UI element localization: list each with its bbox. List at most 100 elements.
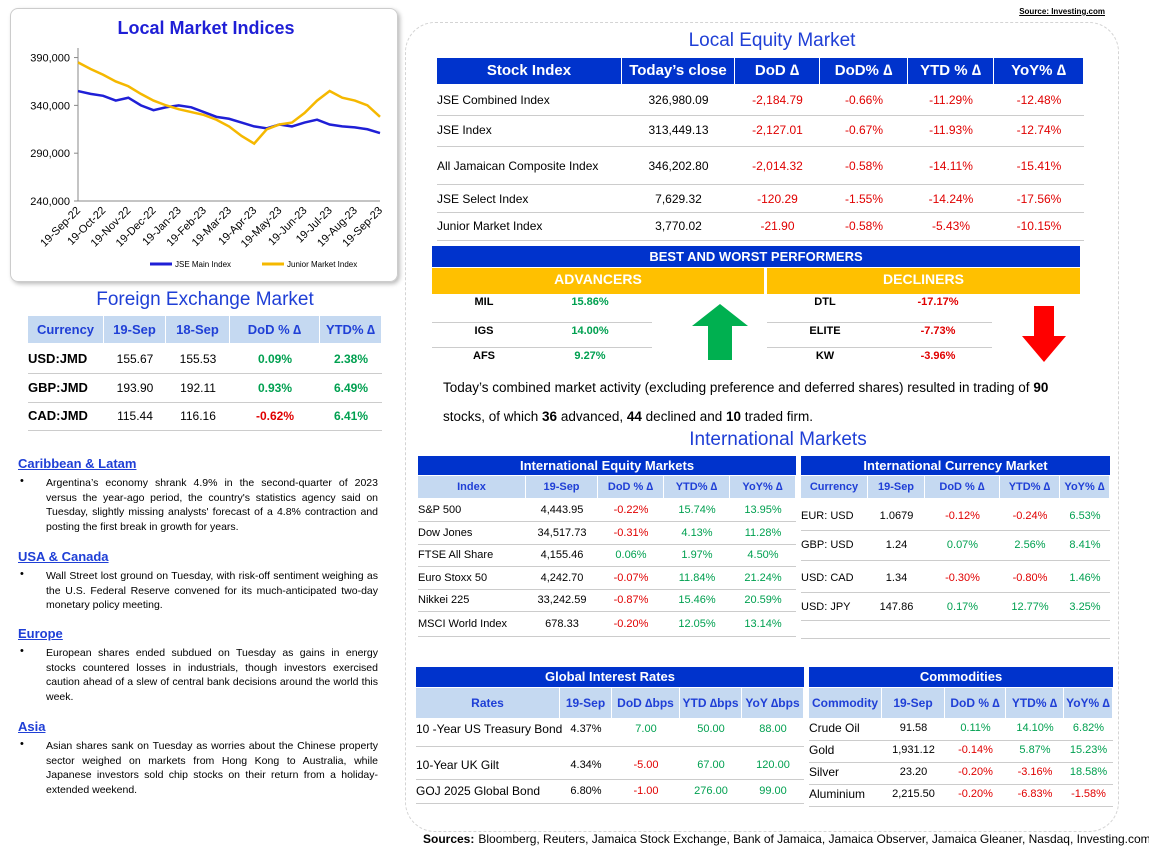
header-cell: DoD ∆bps [612, 688, 680, 718]
row-label: Silver [809, 765, 840, 779]
table-title: Global Interest Rates [416, 667, 804, 687]
section-title: Foreign Exchange Market [96, 289, 314, 310]
y-tick-label: 290,000 [30, 148, 70, 160]
cell: -0.31% [613, 527, 649, 539]
cell: 15.23% [1069, 744, 1108, 756]
row-line [801, 638, 1110, 639]
header-cell: Rates [416, 688, 560, 718]
y-tick-label: 390,000 [30, 53, 70, 65]
summary-text: Today’s combined market activity (exclud… [443, 380, 1034, 395]
cell: 4.34% [570, 759, 602, 771]
decliner-symbol: KW [815, 350, 835, 362]
chart-box [10, 8, 398, 282]
summary-count: 10 [726, 409, 742, 424]
news-text: Asian shares sank on Tuesday as worries … [46, 740, 378, 796]
news-text: Wall Street lost ground on Tuesday, with… [46, 570, 378, 611]
cell: -0.07% [613, 572, 649, 584]
cell: -0.80% [1012, 572, 1048, 584]
cell: -1.55% [844, 192, 884, 206]
row-label: GBP:JMD [28, 380, 88, 395]
header-cell: 19-Sep [104, 316, 166, 343]
cell: 2.56% [1014, 539, 1046, 551]
row-line [28, 373, 382, 374]
decliner-change: -3.96% [920, 350, 956, 362]
row-line [801, 530, 1110, 531]
header-cell: 18-Sep [166, 316, 230, 343]
cell: 13.95% [744, 504, 782, 516]
cell: 346,202.80 [648, 159, 709, 173]
header-cell: YTD % ∆ [908, 58, 994, 84]
row-line [437, 212, 1084, 213]
cell: 7,629.32 [655, 192, 702, 206]
legend-label: Junior Market Index [287, 260, 357, 269]
cell: 1.24 [885, 539, 908, 551]
cell: 23.20 [899, 766, 928, 778]
cell: 21.24% [744, 572, 782, 584]
cell: -10.15% [1016, 219, 1062, 233]
cell: 91.58 [899, 722, 928, 734]
cell: 8.41% [1069, 539, 1101, 551]
decliner-symbol: ELITE [809, 325, 841, 337]
decliners-label: DECLINERS [767, 268, 1080, 294]
news-heading: USA & Canada [18, 549, 109, 564]
cell: 18.58% [1069, 766, 1108, 778]
row-label: JSE Select Index [437, 192, 529, 206]
row-line [437, 146, 1084, 147]
section-title: Local Equity Market [688, 30, 856, 51]
table-title: International Equity Markets [418, 456, 796, 475]
cell: 7.00 [635, 723, 657, 735]
row-label: EUR: USD [801, 510, 854, 522]
header-cell: DoD % ∆ [945, 688, 1006, 718]
y-tick-label: 240,000 [30, 196, 70, 208]
cell: 155.53 [179, 352, 217, 366]
series-line [77, 89, 381, 135]
summary-count: 36 [542, 409, 558, 424]
row-line [416, 803, 804, 804]
cell: 678.33 [545, 618, 579, 630]
row-line [418, 566, 796, 567]
cell: -12.48% [1016, 93, 1062, 107]
cell: 33,242.59 [537, 594, 587, 606]
header-cell: Today’s close [622, 58, 735, 84]
advancer-symbol: IGS [474, 325, 494, 337]
header-cell: 19-Sep [560, 688, 612, 718]
cell: 0.93% [257, 381, 293, 395]
row-label: JSE Index [437, 123, 492, 137]
summary: Today’s combined market activity (exclud… [443, 373, 1083, 431]
row-line [418, 589, 796, 590]
footer-text: Bloomberg, Reuters, Jamaica Stock Exchan… [478, 832, 1149, 846]
series-line [77, 61, 381, 146]
advancer-symbol: MIL [474, 296, 494, 308]
cell: 193.90 [116, 381, 154, 395]
cell: 4.13% [681, 527, 713, 539]
header-cell: YoY% ∆ [1060, 476, 1110, 498]
row-line [418, 521, 796, 522]
cell: -0.24% [1012, 510, 1048, 522]
cell: 6.80% [570, 785, 602, 797]
header-cell: 19-Sep [526, 476, 598, 498]
row-label: 10-Year UK Gilt [416, 758, 499, 772]
cell: 15.46% [678, 594, 716, 606]
summary-text: advanced, [557, 409, 627, 424]
cell: -0.20% [958, 766, 993, 778]
cell: 120.00 [756, 759, 790, 771]
header-cell: YoY% ∆ [730, 476, 796, 498]
news-text: Argentina’s economy shrank 4.9% in the s… [46, 477, 378, 533]
cell: -0.12% [945, 510, 980, 522]
y-tick-label: 340,000 [30, 100, 70, 112]
cell: -0.20% [613, 618, 649, 630]
cell: 99.00 [759, 785, 787, 797]
header-cell: DoD % ∆ [230, 316, 320, 343]
down-arrow [1022, 306, 1066, 362]
row-label: Euro Stoxx 50 [418, 572, 488, 584]
row-label: S&P 500 [418, 504, 462, 516]
row-line [416, 779, 804, 780]
cell: 5.87% [1019, 744, 1051, 756]
panel-border [405, 22, 1119, 832]
cell: -0.20% [958, 788, 993, 800]
cell: 12.05% [678, 618, 716, 630]
header-cell: YTD% ∆ [1006, 688, 1064, 718]
header-cell: Currency [28, 316, 104, 343]
row-label: Junior Market Index [437, 219, 543, 233]
row-line [432, 347, 652, 348]
